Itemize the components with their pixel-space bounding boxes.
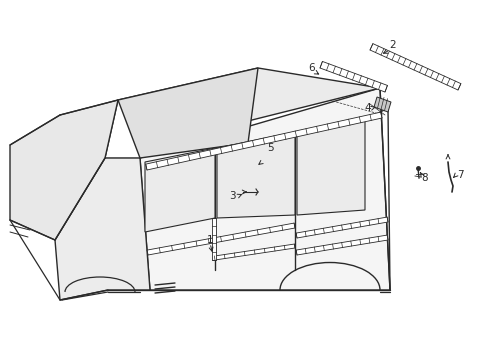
Text: 1: 1 xyxy=(207,235,213,245)
Text: 5: 5 xyxy=(267,143,273,153)
Text: 3: 3 xyxy=(229,191,235,201)
Polygon shape xyxy=(297,120,365,215)
Text: 8: 8 xyxy=(422,173,428,183)
Polygon shape xyxy=(215,244,295,260)
Polygon shape xyxy=(217,132,295,218)
Polygon shape xyxy=(147,223,295,255)
Polygon shape xyxy=(296,235,388,255)
Polygon shape xyxy=(146,112,382,170)
Polygon shape xyxy=(370,44,461,90)
Text: 4: 4 xyxy=(365,103,371,113)
Polygon shape xyxy=(118,68,258,158)
Text: 6: 6 xyxy=(309,63,315,73)
Polygon shape xyxy=(374,97,391,112)
Polygon shape xyxy=(145,148,215,232)
Polygon shape xyxy=(212,218,216,260)
Polygon shape xyxy=(320,62,388,92)
Polygon shape xyxy=(55,158,150,300)
Text: 7: 7 xyxy=(457,170,464,180)
Polygon shape xyxy=(10,100,118,240)
Polygon shape xyxy=(118,68,380,122)
Polygon shape xyxy=(140,88,390,290)
Polygon shape xyxy=(296,217,388,238)
Text: 2: 2 xyxy=(390,40,396,50)
